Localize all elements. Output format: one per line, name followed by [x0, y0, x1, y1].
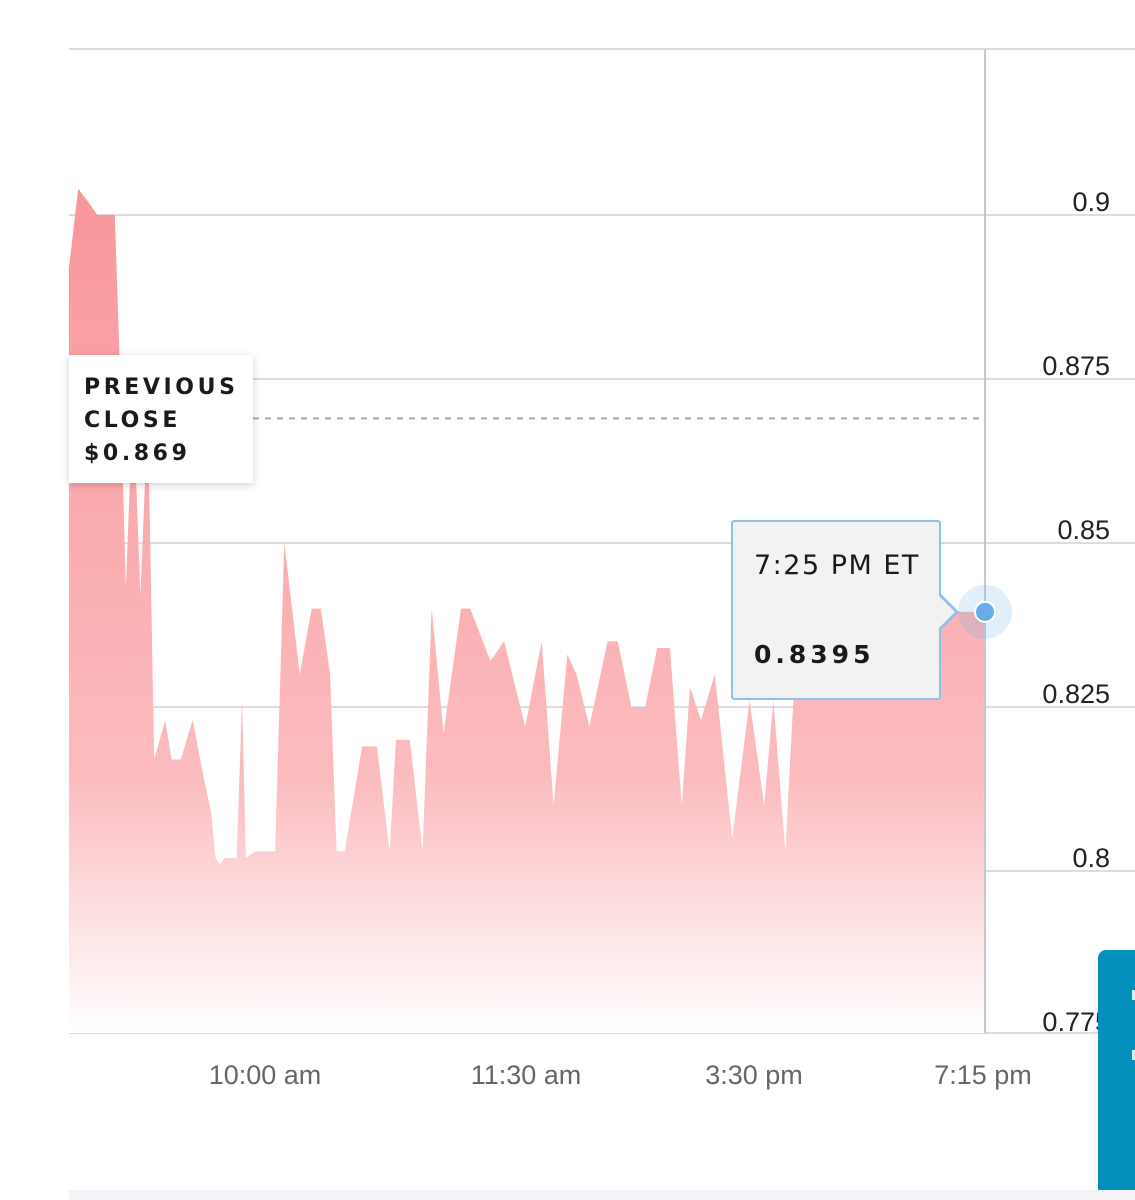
bottom-divider	[69, 1190, 1135, 1200]
handle-grip-mark	[1132, 1050, 1135, 1060]
previous-close-line2: CLOSE	[84, 408, 181, 433]
x-axis: 10:00 am 11:30 am 3:30 pm 7:15 pm	[209, 1060, 1032, 1090]
x-tick-label: 7:15 pm	[934, 1060, 1032, 1090]
area-series	[69, 188, 985, 1034]
y-tick-label: 0.9	[1072, 187, 1110, 217]
previous-close-value: $0.869	[84, 441, 191, 466]
x-tick-label: 10:00 am	[209, 1060, 322, 1090]
x-tick-label: 11:30 am	[471, 1060, 582, 1090]
y-tick-label: 0.8	[1072, 843, 1110, 873]
handle-grip-mark	[1132, 990, 1135, 1000]
side-drawer-handle[interactable]	[1098, 950, 1135, 1200]
tooltip-time: 7:25 PM ET	[754, 550, 920, 581]
hover-tooltip: 7:25 PM ET 0.8395	[731, 520, 941, 700]
previous-close-label: PREVIOUS CLOSE $0.869	[69, 355, 253, 483]
y-tick-label: 0.85	[1057, 515, 1110, 545]
y-tick-label: 0.825	[1042, 679, 1110, 709]
price-area	[69, 188, 985, 1034]
tooltip-value: 0.8395	[754, 640, 875, 669]
y-tick-label: 0.875	[1042, 351, 1110, 381]
x-tick-label: 3:30 pm	[705, 1060, 803, 1090]
hover-marker	[974, 600, 996, 623]
tooltip-arrow-fill	[938, 595, 955, 629]
previous-close-line1: PREVIOUS	[84, 375, 239, 400]
crosshair	[958, 49, 1012, 1033]
